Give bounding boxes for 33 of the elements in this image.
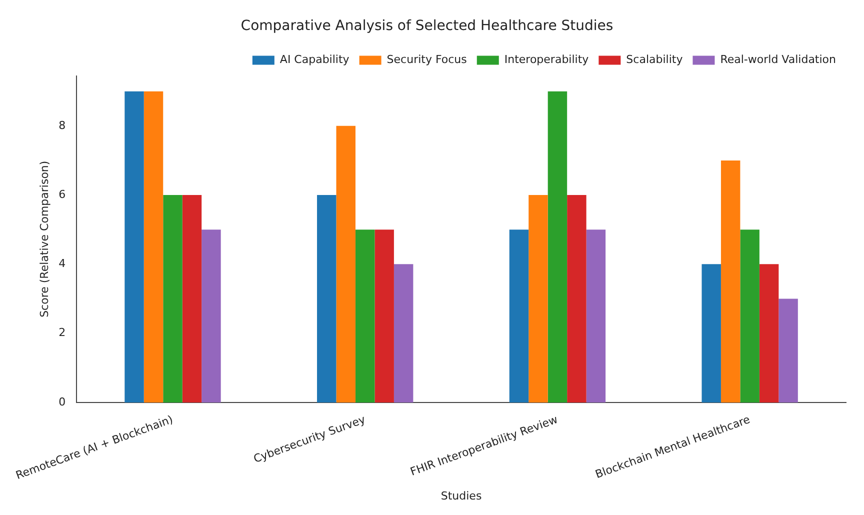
bar xyxy=(394,264,414,402)
bar xyxy=(374,230,394,402)
bar xyxy=(317,195,336,402)
bar xyxy=(759,264,779,402)
legend-label: AI Capability xyxy=(280,53,350,66)
bar xyxy=(202,230,221,402)
y-tick-label: 8 xyxy=(58,118,66,132)
bar xyxy=(740,230,760,402)
bar xyxy=(182,195,202,402)
bar xyxy=(355,230,375,402)
bar xyxy=(548,91,568,402)
bar xyxy=(720,160,740,402)
legend-label: Scalability xyxy=(626,53,684,66)
legend-label: Real-world Validation xyxy=(720,53,836,66)
y-axis-title: Score (Relative Comparison) xyxy=(38,160,51,318)
y-tick-label: 4 xyxy=(58,257,66,270)
bar xyxy=(336,126,356,402)
bar xyxy=(144,91,164,402)
bar xyxy=(124,91,144,402)
y-tick-label: 6 xyxy=(58,188,66,201)
x-axis-title: Studies xyxy=(440,489,482,502)
y-tick-label: 2 xyxy=(58,326,66,340)
bar xyxy=(778,298,798,402)
bar xyxy=(163,195,182,402)
legend-label: Security Focus xyxy=(386,53,468,66)
bar xyxy=(702,264,721,402)
bar xyxy=(567,195,586,402)
bar xyxy=(528,195,548,402)
chart-title: Comparative Analysis of Selected Healthcare Studies xyxy=(240,18,614,34)
bar xyxy=(509,230,529,402)
legend-label: Interoperability xyxy=(504,53,590,66)
bar xyxy=(586,230,606,402)
y-tick-label: 0 xyxy=(58,395,66,408)
